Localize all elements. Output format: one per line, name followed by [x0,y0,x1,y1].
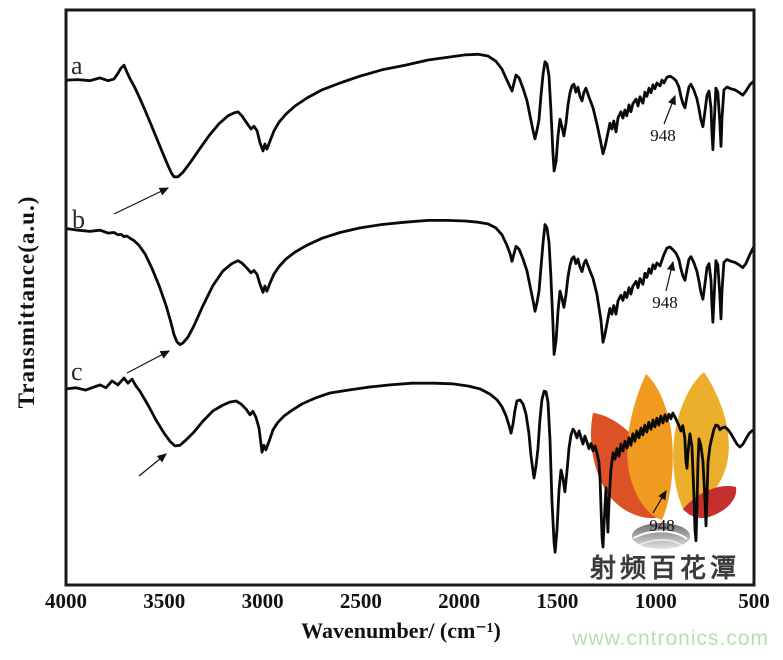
peak-948-label: 948 [652,293,678,312]
oh-band-arrow [138,453,167,477]
y-axis-label: Transmittance(a.u.) [14,195,39,409]
logo-disc-highlight2 [638,539,684,547]
x-tick-label: 2000 [438,589,480,613]
x-axis-label: Wavenumber/ (cm⁻¹) [301,618,501,643]
oh-band-arrow [113,187,170,215]
peak-948-arrow [652,489,667,514]
logo-disc-highlight [633,530,688,540]
peak-948-label: 948 [649,516,675,535]
x-tick-label: 500 [738,589,770,613]
peak-948-arrow [665,260,676,292]
curve-label-a: a [71,51,83,80]
peak-948-arrow [663,94,676,125]
flame-petal-middle-icon [627,374,673,520]
peak-948-label: 948 [650,126,676,145]
spectrum-curve-b [64,219,756,356]
x-tick-label: 3000 [242,589,284,613]
logo-brand-text: 射频百花潭 [589,554,740,584]
x-tick-label: 3500 [143,589,185,613]
oh-band-arrow [126,350,171,374]
curve-label-c: c [71,357,83,386]
curve-label-b: b [72,205,85,234]
spectrum-curve-a [64,52,756,179]
x-tick-label: 1500 [536,589,578,613]
site-watermark-text: www.cntronics.com [572,627,769,650]
chart-layer: a b c 948 948 948 4000 3500 3000 2500 2000 1500 1000… [45,8,770,613]
x-tick-label: 1000 [635,589,677,613]
spectrum-curve-c [64,376,756,554]
plot-frame [64,8,756,587]
x-tick-label: 4000 [45,589,87,613]
x-tick-label: 2500 [340,589,382,613]
